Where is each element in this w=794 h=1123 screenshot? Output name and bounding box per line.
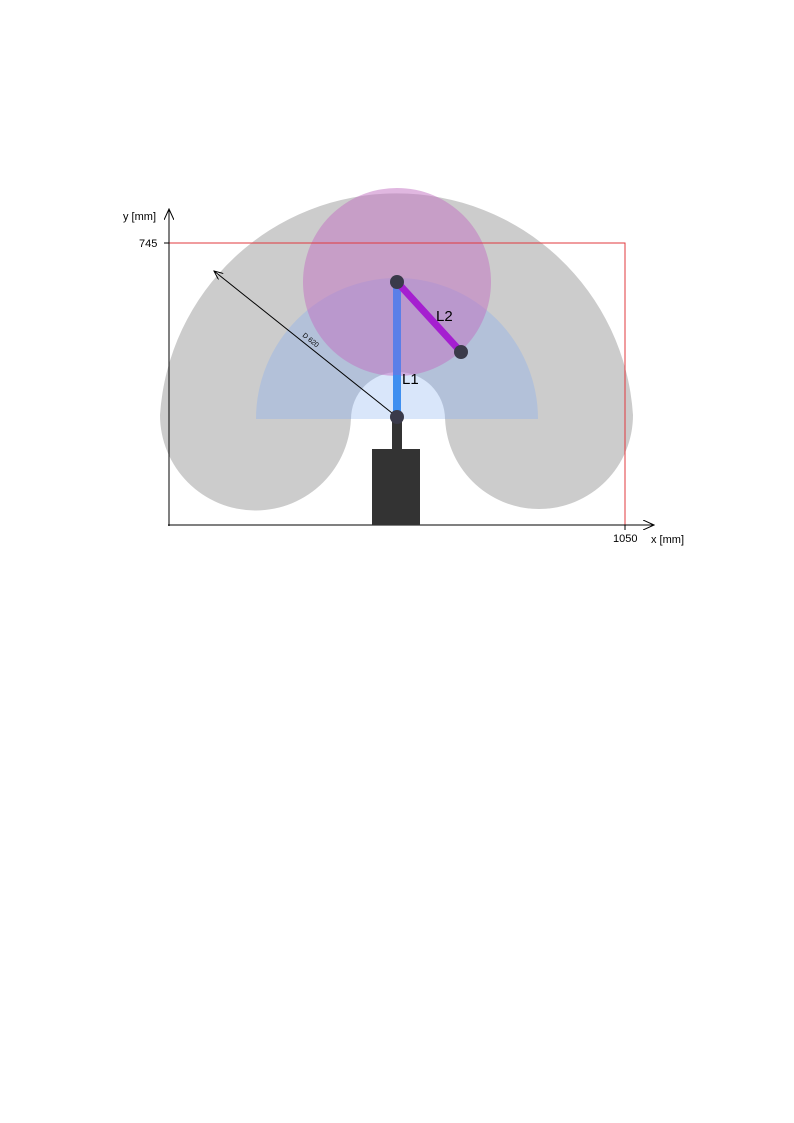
robot-base <box>372 449 420 525</box>
link-l1-label: L1 <box>402 371 419 388</box>
y-tick-label-745: 745 <box>139 238 157 250</box>
reach-dimension-arrow <box>214 271 398 418</box>
x-tick-label-1050: 1050 <box>613 533 637 545</box>
robot-column <box>392 417 402 450</box>
joint-base <box>390 410 404 424</box>
link-l2-label: L2 <box>436 308 453 325</box>
joint-end-effector <box>454 345 468 359</box>
y-axis-label: y [mm] <box>123 211 156 223</box>
joint-elbow <box>390 275 404 289</box>
x-axis-label: x [mm] <box>651 534 684 546</box>
link-l2 <box>394 279 464 355</box>
